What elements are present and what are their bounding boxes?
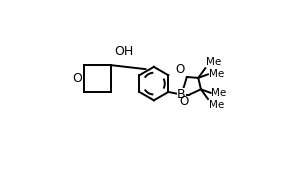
Text: B: B: [177, 88, 186, 101]
Text: OH: OH: [114, 45, 133, 58]
Text: Me: Me: [211, 88, 227, 98]
Text: O: O: [73, 72, 83, 85]
Text: Me: Me: [209, 100, 224, 110]
Text: Me: Me: [209, 69, 224, 79]
Text: Me: Me: [206, 57, 222, 67]
Text: O: O: [176, 63, 185, 76]
Text: O: O: [179, 95, 188, 108]
